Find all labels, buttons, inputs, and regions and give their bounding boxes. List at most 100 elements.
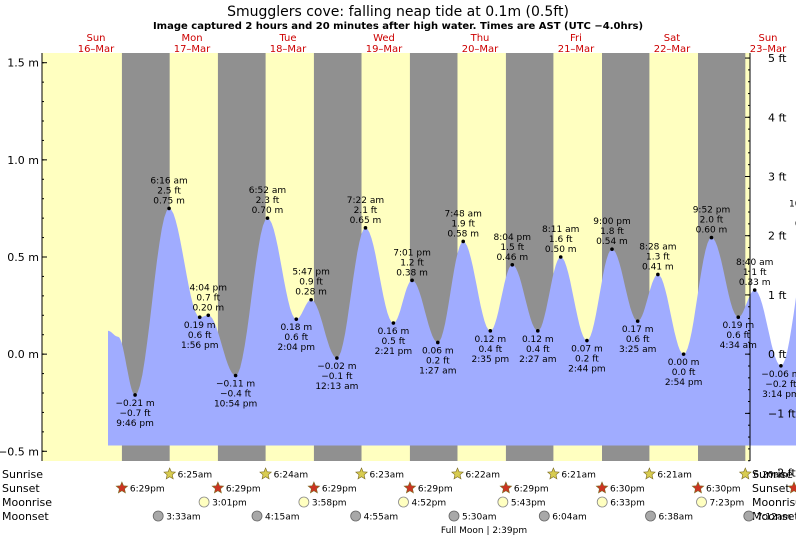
extreme-dot	[559, 255, 563, 259]
extreme-time: 9:46 pm	[116, 419, 154, 429]
extreme-time: 9:00 pm	[593, 217, 631, 227]
extreme-dot	[364, 226, 368, 230]
moonrise-time: 3:01pm	[212, 499, 247, 509]
extreme-time: 2:21 pm	[375, 347, 413, 357]
extreme-time: 7:01 pm	[393, 248, 431, 258]
extreme-dot	[266, 216, 270, 220]
row-label-left: Sunrise	[2, 468, 43, 481]
sunset-star-icon	[500, 482, 511, 493]
extreme-dot	[510, 263, 514, 267]
sunrise-time: 6:20am	[753, 471, 788, 481]
right-tick-label: 5 ft	[768, 52, 787, 65]
extreme-meters: 0.00 m	[668, 358, 700, 368]
extreme-feet: −0.4 ft	[220, 390, 252, 400]
extreme-time: 6:16 am	[150, 176, 187, 186]
day-name: Tue	[278, 33, 296, 44]
sunrise-star-icon	[740, 468, 751, 479]
extreme-dot	[585, 339, 589, 343]
extreme-time: 2:35 pm	[472, 355, 510, 365]
sunset-time: 6:29pm	[130, 485, 165, 495]
right-tick-label: 2 ft	[768, 230, 787, 243]
extreme-time: 3:14 pm	[762, 390, 796, 400]
extreme-time: 5:47 pm	[292, 268, 330, 278]
day-name: Mon	[181, 33, 202, 44]
extreme-meters: 0.33 m	[739, 278, 771, 288]
extreme-meters: 0.12 m	[474, 335, 506, 345]
sunset-time: 6:29pm	[226, 485, 261, 495]
moonrise-time: 7:23pm	[710, 499, 745, 509]
sunrise-star-icon	[452, 468, 463, 479]
sunrise-time: 6:23am	[370, 471, 405, 481]
extreme-dot	[133, 393, 137, 397]
extreme-dot	[779, 364, 783, 368]
extreme-dot	[536, 329, 540, 333]
extreme-meters: 0.75 m	[153, 196, 185, 206]
sunset-time: 6:30pm	[610, 485, 645, 495]
moonrise-time: 4:52pm	[411, 499, 446, 509]
extreme-meters: 0.46 m	[496, 253, 528, 263]
extreme-dot	[636, 319, 640, 323]
extreme-dot	[656, 273, 660, 277]
sunrise-time: 6:21am	[561, 471, 596, 481]
moonrise-moon-icon	[299, 497, 309, 507]
extreme-meters: 0.07 m	[571, 345, 603, 355]
sunrise-star-icon	[548, 468, 559, 479]
extreme-meters: −0.21 m	[115, 399, 154, 409]
extreme-dot	[710, 236, 714, 240]
right-tick-label: 1 ft	[768, 289, 787, 302]
chart-subtitle: Image captured 2 hours and 20 minutes af…	[153, 21, 643, 32]
extreme-feet: 0.6 ft	[626, 335, 650, 345]
chart-title: Smugglers cove: falling neap tide at 0.1…	[227, 4, 569, 20]
extreme-dot	[461, 240, 465, 244]
extreme-time: 2:04 pm	[277, 343, 315, 353]
sunset-time: 6:30pm	[706, 485, 741, 495]
extreme-time: 12:13 am	[315, 382, 358, 392]
left-tick-label: 1.0 m	[7, 154, 39, 167]
extreme-time: 8:40 am	[736, 258, 773, 268]
sunset-time: 6:29pm	[514, 485, 549, 495]
extreme-feet: 2.5 ft	[157, 186, 181, 196]
sunset-star-icon	[212, 482, 223, 493]
extreme-meters: 0.41 m	[642, 262, 674, 272]
moonset-time: 6:04am	[552, 513, 587, 523]
left-tick-label: −0.5 m	[0, 445, 39, 458]
full-moon-label: Full Moon | 2:39pm	[441, 526, 527, 536]
moonrise-time: 5:43pm	[511, 499, 546, 509]
extreme-time: 2:44 pm	[568, 365, 606, 375]
right-tick-label: −1 ft	[768, 407, 796, 420]
right-tick-label: 3 ft	[768, 170, 787, 183]
moonset-time: 4:15am	[265, 513, 300, 523]
extreme-feet: 1.8 ft	[600, 227, 624, 237]
sunrise-time: 6:24am	[274, 471, 309, 481]
extreme-time: 4:34 am	[720, 341, 757, 351]
extreme-feet: 0.4 ft	[478, 345, 502, 355]
sunrise-star-icon	[644, 468, 655, 479]
extreme-time: 8:11 am	[542, 225, 579, 235]
extreme-feet: 0.4 ft	[526, 345, 550, 355]
extreme-time: 7:48 am	[445, 209, 482, 219]
extreme-feet: 0.6 ft	[284, 333, 308, 343]
sunrise-time: 6:25am	[178, 471, 213, 481]
moonset-moon-icon	[351, 511, 361, 521]
sunrise-star-icon	[164, 468, 175, 479]
moonset-time: 7:12am	[757, 513, 792, 523]
extreme-meters: 0.28 m	[295, 288, 327, 298]
extreme-dot	[410, 279, 414, 283]
sunrise-star-icon	[260, 468, 271, 479]
extreme-time: 2:27 am	[519, 355, 556, 365]
extreme-meters: −0.06 m	[761, 370, 796, 380]
moonset-moon-icon	[252, 511, 262, 521]
extreme-feet: 0.6 ft	[188, 331, 212, 341]
day-name: Sun	[86, 33, 105, 44]
moonset-moon-icon	[153, 511, 163, 521]
extreme-time: 1:27 am	[419, 366, 456, 376]
extreme-meters: −0.02 m	[317, 362, 356, 372]
extreme-feet: −0.1 ft	[321, 372, 353, 382]
extreme-dot	[309, 298, 313, 302]
extreme-meters: 0.20 m	[192, 303, 224, 313]
moonset-time: 3:33am	[166, 513, 201, 523]
extreme-meters: 0.19 m	[722, 321, 754, 331]
moonset-moon-icon	[539, 511, 549, 521]
